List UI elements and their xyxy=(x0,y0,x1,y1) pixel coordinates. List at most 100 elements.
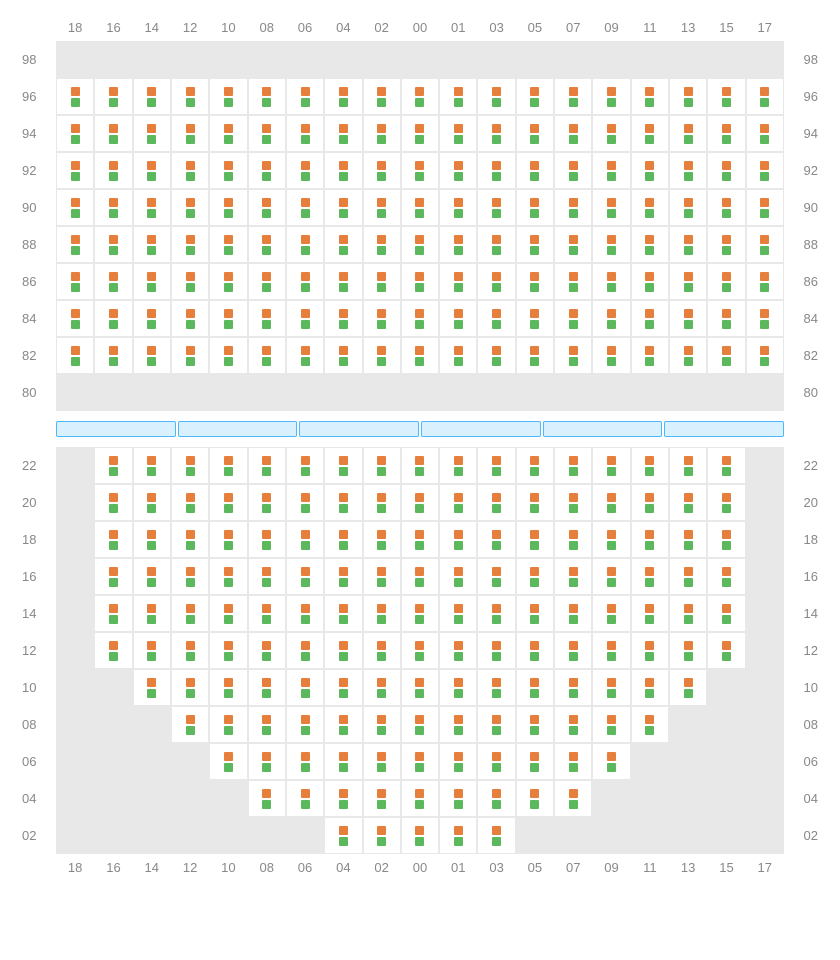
seat-cell[interactable] xyxy=(133,558,171,595)
seat-cell[interactable] xyxy=(94,115,132,152)
seat-cell[interactable] xyxy=(286,78,324,115)
seat-cell[interactable] xyxy=(592,521,630,558)
seat-cell[interactable] xyxy=(94,152,132,189)
seat-cell[interactable] xyxy=(56,300,94,337)
seat-cell[interactable] xyxy=(133,521,171,558)
seat-cell[interactable] xyxy=(401,337,439,374)
seat-cell[interactable] xyxy=(477,484,515,521)
seat-cell[interactable] xyxy=(516,743,554,780)
seat-cell[interactable] xyxy=(324,743,362,780)
seat-cell[interactable] xyxy=(363,337,401,374)
seat-cell[interactable] xyxy=(209,706,247,743)
seat-cell[interactable] xyxy=(669,300,707,337)
seat-cell[interactable] xyxy=(554,743,592,780)
seat-cell[interactable] xyxy=(171,189,209,226)
seat-cell[interactable] xyxy=(707,521,745,558)
seat-cell[interactable] xyxy=(669,226,707,263)
seat-cell[interactable] xyxy=(286,300,324,337)
seat-cell[interactable] xyxy=(669,337,707,374)
seat-cell[interactable] xyxy=(248,152,286,189)
seat-cell[interactable] xyxy=(707,337,745,374)
seat-cell[interactable] xyxy=(94,263,132,300)
seat-cell[interactable] xyxy=(746,300,784,337)
seat-cell[interactable] xyxy=(94,78,132,115)
seat-cell[interactable] xyxy=(707,300,745,337)
seat-cell[interactable] xyxy=(669,595,707,632)
seat-cell[interactable] xyxy=(363,152,401,189)
seat-cell[interactable] xyxy=(592,706,630,743)
seat-cell[interactable] xyxy=(707,189,745,226)
seat-cell[interactable] xyxy=(324,263,362,300)
seat-cell[interactable] xyxy=(631,447,669,484)
seat-cell[interactable] xyxy=(516,337,554,374)
seat-cell[interactable] xyxy=(631,521,669,558)
seat-cell[interactable] xyxy=(209,447,247,484)
seat-cell[interactable] xyxy=(439,521,477,558)
seat-cell[interactable] xyxy=(171,484,209,521)
seat-cell[interactable] xyxy=(171,669,209,706)
seat-cell[interactable] xyxy=(94,558,132,595)
seat-cell[interactable] xyxy=(669,115,707,152)
seat-cell[interactable] xyxy=(363,263,401,300)
seat-cell[interactable] xyxy=(286,706,324,743)
seat-cell[interactable] xyxy=(248,263,286,300)
seat-cell[interactable] xyxy=(209,337,247,374)
seat-cell[interactable] xyxy=(401,817,439,854)
seat-cell[interactable] xyxy=(746,189,784,226)
seat-cell[interactable] xyxy=(439,447,477,484)
seat-cell[interactable] xyxy=(209,558,247,595)
seat-cell[interactable] xyxy=(554,337,592,374)
seat-cell[interactable] xyxy=(592,743,630,780)
seat-cell[interactable] xyxy=(592,152,630,189)
seat-cell[interactable] xyxy=(324,115,362,152)
seat-cell[interactable] xyxy=(707,263,745,300)
seat-cell[interactable] xyxy=(516,263,554,300)
seat-cell[interactable] xyxy=(554,706,592,743)
seat-cell[interactable] xyxy=(592,263,630,300)
seat-cell[interactable] xyxy=(707,152,745,189)
seat-cell[interactable] xyxy=(171,115,209,152)
seat-cell[interactable] xyxy=(592,115,630,152)
seat-cell[interactable] xyxy=(324,337,362,374)
seat-cell[interactable] xyxy=(286,226,324,263)
seat-cell[interactable] xyxy=(56,152,94,189)
seat-cell[interactable] xyxy=(401,263,439,300)
seat-cell[interactable] xyxy=(477,521,515,558)
seat-cell[interactable] xyxy=(516,706,554,743)
seat-cell[interactable] xyxy=(669,152,707,189)
seat-cell[interactable] xyxy=(439,152,477,189)
seat-cell[interactable] xyxy=(171,226,209,263)
seat-cell[interactable] xyxy=(94,595,132,632)
seat-cell[interactable] xyxy=(477,300,515,337)
seat-cell[interactable] xyxy=(631,189,669,226)
seat-cell[interactable] xyxy=(248,780,286,817)
seat-cell[interactable] xyxy=(439,558,477,595)
seat-cell[interactable] xyxy=(324,78,362,115)
seat-cell[interactable] xyxy=(248,743,286,780)
seat-cell[interactable] xyxy=(669,558,707,595)
seat-cell[interactable] xyxy=(439,189,477,226)
seat-cell[interactable] xyxy=(746,226,784,263)
seat-cell[interactable] xyxy=(669,669,707,706)
seat-cell[interactable] xyxy=(171,337,209,374)
seat-cell[interactable] xyxy=(248,115,286,152)
seat-cell[interactable] xyxy=(209,595,247,632)
seat-cell[interactable] xyxy=(439,743,477,780)
seat-cell[interactable] xyxy=(439,817,477,854)
seat-cell[interactable] xyxy=(171,706,209,743)
seat-cell[interactable] xyxy=(631,115,669,152)
seat-cell[interactable] xyxy=(592,189,630,226)
seat-cell[interactable] xyxy=(363,743,401,780)
seat-cell[interactable] xyxy=(94,337,132,374)
seat-cell[interactable] xyxy=(631,78,669,115)
seat-cell[interactable] xyxy=(209,226,247,263)
seat-cell[interactable] xyxy=(324,226,362,263)
seat-cell[interactable] xyxy=(554,300,592,337)
seat-cell[interactable] xyxy=(324,189,362,226)
seat-cell[interactable] xyxy=(133,447,171,484)
seat-cell[interactable] xyxy=(363,669,401,706)
seat-cell[interactable] xyxy=(133,300,171,337)
seat-cell[interactable] xyxy=(248,226,286,263)
seat-cell[interactable] xyxy=(631,484,669,521)
seat-cell[interactable] xyxy=(209,152,247,189)
